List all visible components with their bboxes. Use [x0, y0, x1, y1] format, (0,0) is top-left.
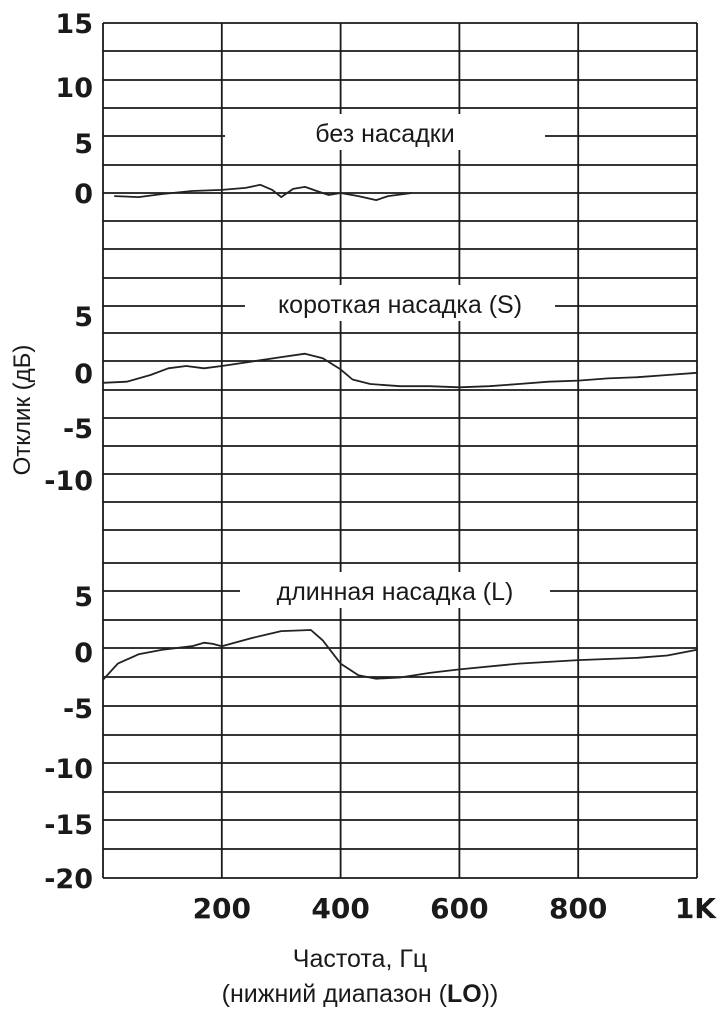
x-tick-label: 200 — [193, 892, 251, 925]
tick-labels: 15 10 5 0 5 0 -5 -10 5 0 -5 -10 -15 -20 200 400 600 800 1K — [44, 9, 717, 925]
y-tick-label: 15 — [55, 9, 93, 40]
y-axis-label: Отклик (дБ) — [9, 345, 36, 476]
y-tick-label: 5 — [74, 302, 93, 333]
x-axis-sublabel-bold: LO — [446, 980, 482, 1008]
y-tick-label: -10 — [44, 754, 93, 785]
y-tick-label: -20 — [44, 864, 93, 895]
y-tick-label: -5 — [63, 414, 93, 445]
x-tick-label: 400 — [311, 892, 369, 925]
y-tick-label: 0 — [74, 359, 93, 390]
x-axis-label: Частота, Гц — [292, 945, 428, 973]
response-curves — [102, 183, 698, 681]
panel-label-background — [245, 285, 555, 321]
y-tick-label: 0 — [74, 638, 93, 669]
panel-labels: без насадки короткая насадка (S) длинная н… — [225, 114, 555, 608]
y-tick-label: -5 — [63, 694, 93, 725]
panel-label: без насадки — [315, 120, 454, 148]
y-tick-label: -15 — [44, 810, 93, 841]
x-axis-sublabel-post: )) — [481, 980, 499, 1008]
panel-label: длинная насадка (L) — [277, 578, 514, 606]
y-tick-label: 5 — [74, 129, 93, 160]
y-tick-label: 0 — [74, 179, 93, 210]
y-tick-label: 5 — [74, 582, 93, 613]
x-tick-label: 800 — [549, 892, 607, 925]
panel-label-background — [240, 572, 550, 608]
x-tick-label: 600 — [430, 892, 488, 925]
chart-grid — [102, 22, 698, 879]
x-tick-label: 1K — [675, 892, 717, 925]
panel-label-background — [225, 114, 545, 150]
response-curve — [114, 183, 413, 202]
response-curve — [102, 352, 698, 389]
y-tick-label: 10 — [55, 73, 93, 104]
y-tick-label: -10 — [44, 466, 93, 497]
panel-label: короткая насадка (S) — [278, 291, 522, 319]
response-curve — [102, 629, 698, 681]
x-axis-sublabel: (нижний диапазон (LO)) — [0, 980, 720, 1009]
x-axis-sublabel-pre: (нижний диапазон ( — [221, 980, 447, 1008]
